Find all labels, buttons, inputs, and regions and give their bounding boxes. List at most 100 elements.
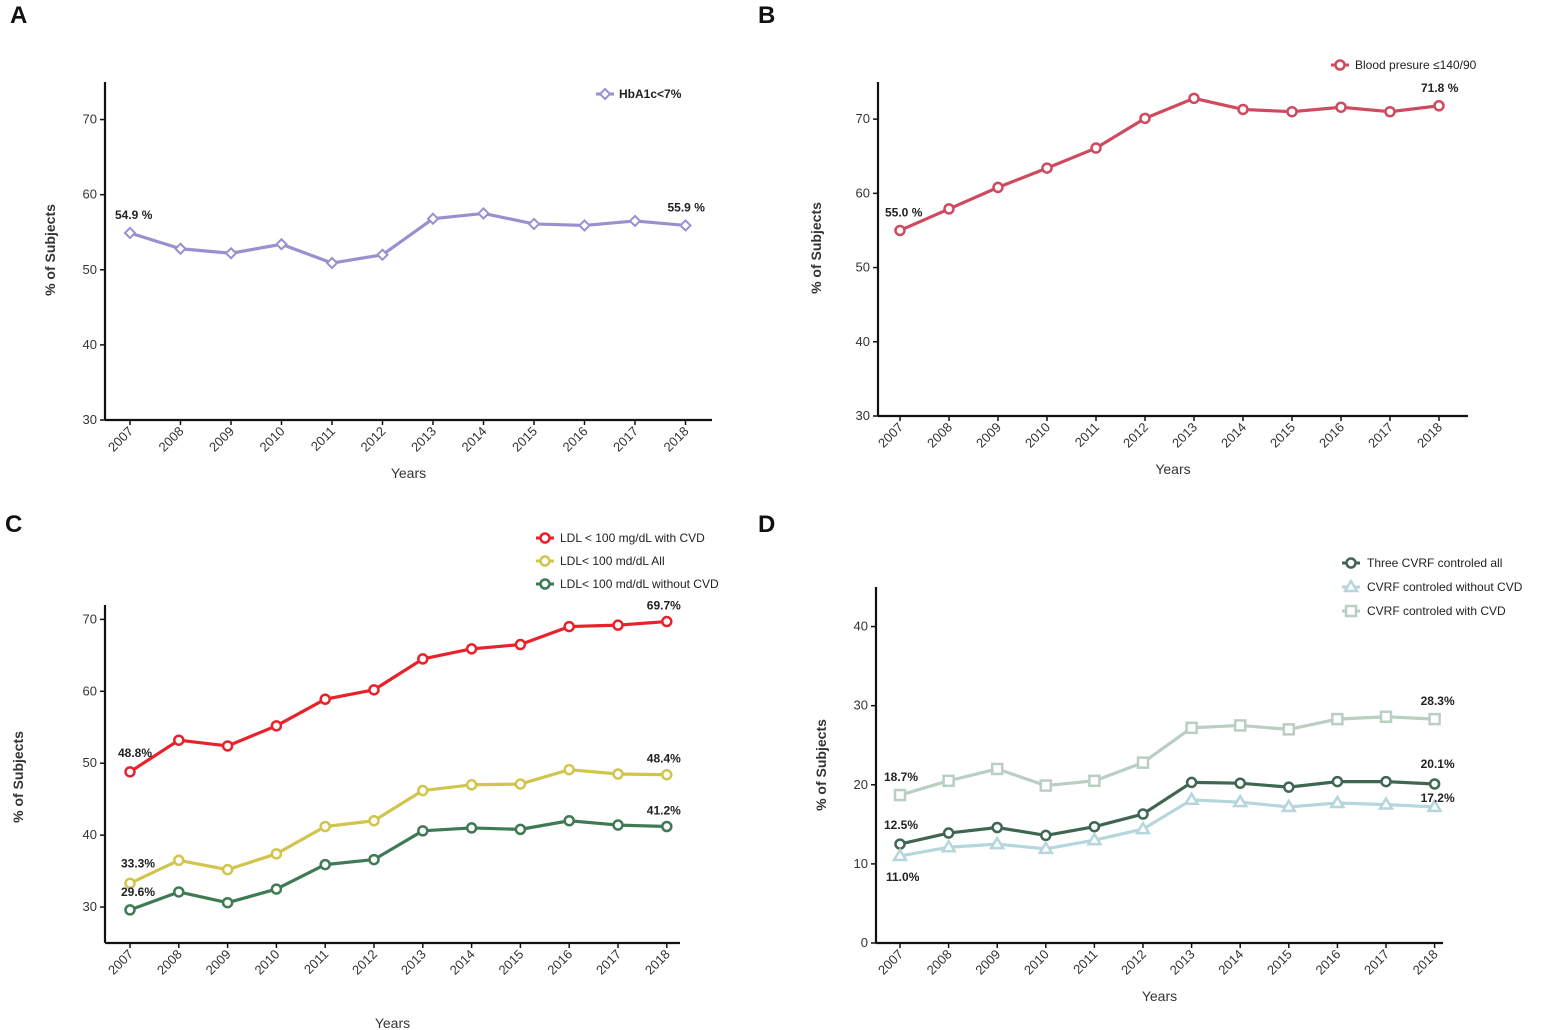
data-point [124,877,136,890]
data-point [1426,798,1443,813]
data-point [1331,712,1344,726]
y-tick-label: 40 [854,619,868,634]
x-tick-label: 2018 [1410,947,1441,978]
data-point [1185,776,1198,789]
data-point [1286,105,1298,118]
series-line [899,96,1440,232]
data-point [426,212,440,226]
y-tick-label: 50 [83,262,97,277]
data-point [942,774,955,788]
series-line [129,211,686,265]
panel-letter-a: A [10,2,28,29]
data-point [275,237,288,251]
panel-c: C 30 40 50 60 70 2007 2008 2009 2010 2011 2012 2013… [0,511,773,1030]
chart-a: 30 40 50 60 70 2007 2008 2009 2010 2011 2012 2013 20… [42,82,712,481]
x-tick-label: 2007 [875,420,906,451]
data-point [990,762,1004,776]
data-point [270,720,283,732]
data-point [173,854,185,867]
data-point [942,827,955,839]
x-tick-label: 2015 [1267,420,1298,451]
x-tick-label: 2007 [875,947,906,978]
y-tick-label: 50 [83,755,97,770]
data-point [1090,142,1102,154]
data-point [1379,710,1393,723]
data-point [319,858,331,871]
data-point [661,820,673,833]
panel-letter-d: D [758,511,776,538]
x-tick-label: 2016 [560,424,591,455]
data-point [319,820,331,833]
legend-marker [539,578,551,590]
x-tick-label: 2009 [972,947,1003,978]
x-tick-label: 2017 [593,947,624,978]
data-label: 28.3% [1421,694,1455,708]
legend-label: LDL < 100 mg/dL with CVD [560,531,705,545]
data-point [661,768,673,781]
y-axis-title: % of Subjects [808,202,824,294]
data-label: 55.0 % [885,205,923,219]
data-label: 18.7% [884,770,918,784]
data-point [1231,793,1249,808]
x-axis-title: Years [391,465,426,481]
data-point [893,788,907,802]
data-point [612,619,624,631]
x-tick-label: 2013 [398,947,429,978]
data-label: 48.4% [647,752,681,766]
data-point [1183,791,1200,806]
data-point [221,740,234,752]
x-tick-label: 2011 [1072,420,1102,450]
data-point [221,863,234,876]
panel-letter-c: C [5,511,23,538]
data-point [124,766,136,778]
x-tick-label: 2017 [1361,947,1392,978]
series-line [899,715,1435,797]
y-tick-label: 40 [83,827,97,842]
x-tick-label: 2016 [1316,420,1347,451]
data-point [1185,721,1198,735]
data-point [1086,831,1103,846]
data-point [1335,101,1347,113]
data-point [679,219,692,232]
data-point [465,643,478,655]
y-tick-label: 60 [83,683,97,698]
data-point [992,181,1004,194]
data-point [1331,775,1344,788]
data-point [270,883,283,895]
data-point [1282,723,1296,736]
data-point [417,653,429,665]
panel-b: B 30 40 50 60 70 2007 2008 2009 2010 2011 2012 2013… [758,0,1546,515]
legend-label: HbA1c<7% [619,87,682,101]
data-point [1384,105,1396,118]
y-tick-label: 70 [83,611,97,626]
x-tick-label: 2010 [1021,947,1052,978]
data-point [1433,100,1445,112]
data-label: 29.6% [121,885,155,899]
data-point [465,779,478,791]
data-point [894,838,906,850]
x-axis-title: Years [1142,988,1177,1004]
chart-b: 30 40 50 60 70 2007 2008 2009 2010 2011 2012 2013 20… [808,58,1477,477]
x-tick-label: 2012 [1120,420,1151,451]
x-tick-label: 2014 [1215,947,1246,978]
x-tick-label: 2011 [301,947,331,977]
x-tick-label: 2009 [973,420,1004,451]
x-tick-label: 2007 [105,424,136,455]
data-point [174,242,187,256]
legend-marker [539,555,551,567]
data-point [991,821,1003,834]
data-point [612,819,624,831]
legend-marker [1342,578,1360,593]
data-point [1041,162,1053,174]
data-point [578,219,591,232]
data-point [1234,777,1246,789]
data-point [477,207,490,220]
series-line [899,780,1435,846]
x-tick-label: 2012 [1118,947,1149,978]
data-point [1428,712,1441,726]
data-label: 12.5% [884,818,918,832]
data-point [1380,775,1392,788]
data-point [465,822,478,834]
legend-label: CVRF controled without CVD [1367,580,1523,594]
data-point [1136,756,1150,769]
